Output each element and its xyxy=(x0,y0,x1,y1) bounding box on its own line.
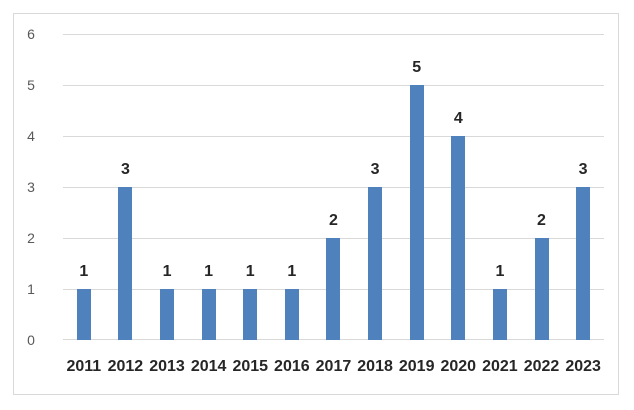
x-tick-label-2012: 2012 xyxy=(107,358,144,375)
bar xyxy=(118,187,133,340)
y-tick-label-3: 3 xyxy=(27,179,35,195)
bar-column-2021: 1 xyxy=(479,34,521,340)
x-tick-label-2011: 2011 xyxy=(66,358,102,375)
gridline-y5 xyxy=(63,85,604,86)
x-tick-label-2016: 2016 xyxy=(274,358,310,375)
gridline-y6 xyxy=(63,34,604,35)
bar-column-2015: 1 xyxy=(229,34,271,340)
data-label: 1 xyxy=(495,263,505,280)
bar xyxy=(534,238,549,340)
x-tick-label-2017: 2017 xyxy=(315,358,352,375)
bar xyxy=(492,289,507,340)
bar-series: 1 3 1 1 1 1 2 3 5 4 1 2 3 xyxy=(63,34,604,340)
bar xyxy=(284,289,299,340)
data-label: 3 xyxy=(120,161,130,178)
bar xyxy=(368,187,383,340)
y-tick-label-4: 4 xyxy=(27,128,35,144)
bar xyxy=(576,187,591,340)
x-tick-label-2020: 2020 xyxy=(440,358,477,375)
x-tick-label-2019: 2019 xyxy=(398,358,435,375)
bar xyxy=(160,289,175,340)
x-tick-label-2023: 2023 xyxy=(565,358,601,375)
y-tick-label-6: 6 xyxy=(27,26,35,42)
bar-column-2012: 3 xyxy=(105,34,147,340)
bar-column-2016: 1 xyxy=(271,34,313,340)
data-label: 2 xyxy=(537,212,546,229)
data-label: 1 xyxy=(245,263,255,280)
x-tick-label-2014: 2014 xyxy=(190,358,227,375)
bar xyxy=(409,85,424,340)
data-label: 1 xyxy=(79,263,89,280)
x-tick-label-2015: 2015 xyxy=(232,358,269,375)
x-tick-label-2022: 2022 xyxy=(523,358,560,375)
bar-column-2020: 4 xyxy=(437,34,479,340)
x-axis-category-labels: 2011 2012 2013 2014 2015 2016 2017 2018 2019 2020… xyxy=(63,358,604,378)
y-tick-label-5: 5 xyxy=(27,77,35,93)
data-label: 4 xyxy=(453,110,463,127)
data-label: 1 xyxy=(162,263,172,280)
gridline-y4 xyxy=(63,136,604,137)
data-label: 3 xyxy=(578,161,588,178)
bar-column-2013: 1 xyxy=(146,34,188,340)
data-label: 1 xyxy=(287,263,297,280)
plot-area: 1 3 1 1 1 1 2 3 5 4 1 2 3 xyxy=(63,34,604,340)
gridline-y3 xyxy=(63,187,604,188)
bar-column-2022: 2 xyxy=(521,34,563,340)
y-tick-label-1: 1 xyxy=(27,281,35,297)
bar-column-2018: 3 xyxy=(354,34,396,340)
y-tick-label-0: 0 xyxy=(27,332,35,348)
bar-column-2011: 1 xyxy=(63,34,105,340)
bar xyxy=(326,238,341,340)
bar xyxy=(451,136,466,340)
bar-column-2014: 1 xyxy=(188,34,230,340)
bar xyxy=(76,289,91,340)
data-label: 5 xyxy=(412,59,422,76)
bar xyxy=(243,289,258,340)
x-tick-label-2021: 2021 xyxy=(482,358,518,375)
data-label: 3 xyxy=(370,161,380,178)
data-label: 1 xyxy=(204,263,214,280)
bar xyxy=(201,289,216,340)
x-tick-label-2018: 2018 xyxy=(357,358,393,375)
bar-column-2019: 5 xyxy=(396,34,438,340)
x-tick-label-2013: 2013 xyxy=(149,358,185,375)
bar-column-2017: 2 xyxy=(313,34,355,340)
data-label: 2 xyxy=(329,212,338,229)
y-tick-label-2: 2 xyxy=(27,230,35,246)
bar-column-2023: 3 xyxy=(562,34,604,340)
